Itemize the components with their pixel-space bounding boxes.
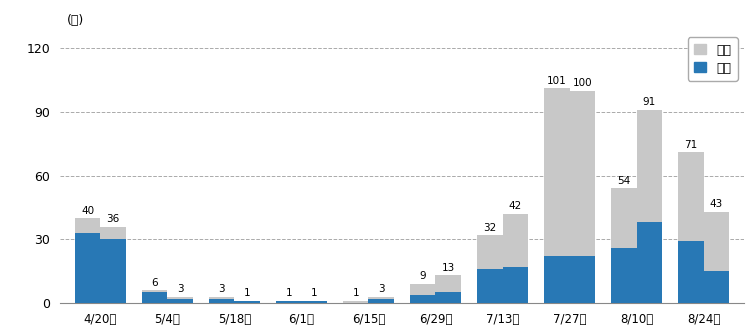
- Bar: [142, 292, 168, 303]
- Bar: [369, 297, 394, 299]
- Text: 1: 1: [352, 288, 359, 298]
- Bar: [569, 90, 595, 256]
- Bar: [435, 292, 461, 303]
- Text: 54: 54: [617, 176, 631, 186]
- Bar: [142, 290, 168, 292]
- Bar: [301, 301, 327, 303]
- Text: 40: 40: [81, 206, 94, 215]
- Bar: [611, 188, 637, 248]
- Bar: [637, 110, 662, 222]
- Bar: [209, 299, 234, 303]
- Bar: [75, 233, 100, 303]
- Legend: 不明, 判明: 不明, 判明: [687, 37, 738, 81]
- Bar: [503, 267, 528, 303]
- Bar: [234, 301, 260, 303]
- Bar: [678, 242, 704, 303]
- Text: 42: 42: [509, 201, 522, 211]
- Bar: [343, 301, 369, 303]
- Bar: [209, 297, 234, 299]
- Bar: [704, 212, 729, 271]
- Text: 1: 1: [244, 288, 251, 298]
- Bar: [100, 239, 126, 303]
- Text: 9: 9: [420, 272, 426, 281]
- Bar: [168, 299, 193, 303]
- Bar: [611, 248, 637, 303]
- Text: 6: 6: [151, 278, 158, 288]
- Bar: [544, 256, 569, 303]
- Text: 100: 100: [572, 78, 592, 88]
- Bar: [477, 269, 503, 303]
- Text: 3: 3: [218, 284, 225, 294]
- Bar: [704, 271, 729, 303]
- Bar: [369, 299, 394, 303]
- Bar: [477, 235, 503, 269]
- Text: 71: 71: [684, 140, 697, 149]
- Bar: [410, 284, 435, 295]
- Text: 1: 1: [285, 288, 292, 298]
- Text: 43: 43: [710, 199, 723, 209]
- Text: 3: 3: [378, 284, 384, 294]
- Bar: [75, 218, 100, 233]
- Bar: [276, 301, 301, 303]
- Bar: [503, 214, 528, 267]
- Bar: [168, 297, 193, 299]
- Text: 101: 101: [547, 76, 567, 86]
- Text: 91: 91: [643, 97, 656, 107]
- Text: 32: 32: [483, 222, 497, 233]
- Bar: [678, 152, 704, 242]
- Bar: [435, 276, 461, 292]
- Text: 13: 13: [441, 263, 455, 273]
- Text: (人): (人): [67, 14, 84, 27]
- Text: 1: 1: [311, 288, 317, 298]
- Text: 36: 36: [106, 214, 120, 224]
- Bar: [410, 295, 435, 303]
- Bar: [637, 222, 662, 303]
- Bar: [569, 256, 595, 303]
- Bar: [100, 227, 126, 239]
- Bar: [544, 88, 569, 256]
- Text: 3: 3: [177, 284, 183, 294]
